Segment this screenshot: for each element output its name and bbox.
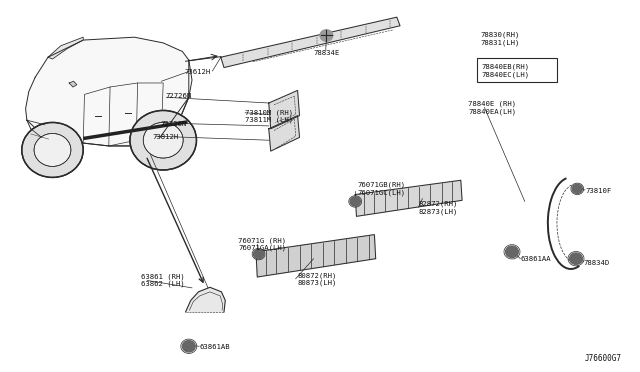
Text: 78834E: 78834E	[314, 49, 340, 56]
Circle shape	[506, 246, 518, 257]
Polygon shape	[256, 235, 376, 277]
Circle shape	[182, 340, 195, 352]
Text: 73612H: 73612H	[185, 69, 211, 75]
Circle shape	[253, 250, 264, 259]
Circle shape	[22, 122, 83, 177]
Text: 78830(RH)
78831(LH): 78830(RH) 78831(LH)	[480, 32, 520, 46]
Polygon shape	[269, 116, 300, 151]
Text: 73810F: 73810F	[586, 187, 612, 193]
Circle shape	[350, 197, 360, 206]
Circle shape	[320, 30, 333, 41]
Text: 73810M (RH)
73811M (LH): 73810M (RH) 73811M (LH)	[245, 109, 293, 123]
Polygon shape	[269, 90, 300, 129]
Text: 63861 (RH)
63862 (LH): 63861 (RH) 63862 (LH)	[141, 273, 184, 288]
Polygon shape	[186, 287, 225, 312]
Text: 63861AA: 63861AA	[520, 256, 551, 262]
Circle shape	[570, 253, 582, 264]
Text: 72726N: 72726N	[165, 93, 191, 99]
Circle shape	[572, 184, 582, 193]
Polygon shape	[69, 81, 77, 87]
Polygon shape	[355, 180, 462, 217]
Text: 63861AB: 63861AB	[200, 344, 230, 350]
Text: 78834D: 78834D	[584, 260, 610, 266]
Text: 72726N: 72726N	[160, 121, 186, 127]
Text: 73812H: 73812H	[152, 134, 179, 140]
Text: 80872(RH)
80873(LH): 80872(RH) 80873(LH)	[298, 272, 337, 286]
Text: 82872(RH)
82873(LH): 82872(RH) 82873(LH)	[419, 201, 458, 215]
Text: J76600G7: J76600G7	[585, 355, 622, 363]
Polygon shape	[26, 37, 189, 146]
Text: 76071G (RH)
76071GA(LH): 76071G (RH) 76071GA(LH)	[238, 237, 286, 251]
Circle shape	[130, 110, 196, 170]
Text: 78840EB(RH)
78840EC(LH): 78840EB(RH) 78840EC(LH)	[481, 64, 529, 78]
Circle shape	[143, 122, 183, 158]
Polygon shape	[221, 17, 400, 68]
Text: 78840E (RH)
78840EA(LH): 78840E (RH) 78840EA(LH)	[468, 100, 516, 115]
Text: 76071GB(RH)
76071GC(LH): 76071GB(RH) 76071GC(LH)	[357, 182, 405, 196]
Polygon shape	[48, 37, 83, 59]
Circle shape	[34, 134, 71, 166]
